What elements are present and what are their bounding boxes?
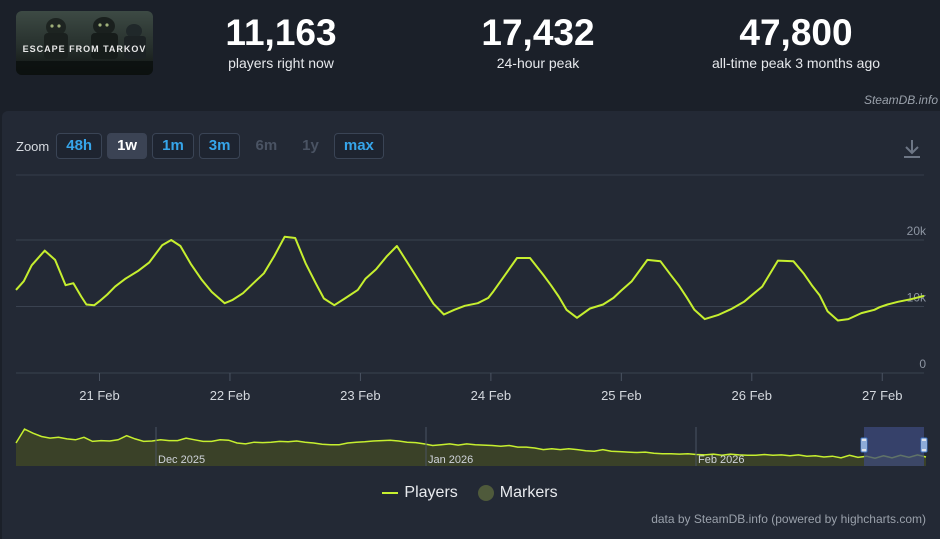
zoom-controls: Zoom 48h 1w 1m 3m 6m 1y max [16,132,389,160]
x-tick-label: 22 Feb [210,388,250,403]
zoom-48h-button[interactable]: 48h [56,133,103,159]
chart-legend: Players Markers [0,484,940,502]
navigator-area-fill [16,429,926,466]
download-icon [904,140,920,158]
zoom-1w-button[interactable]: 1w [107,133,148,159]
navigator-selection[interactable] [864,427,924,466]
game-logo-text: ESCAPE FROM TARKOV [22,44,147,54]
y-tick-label: 0 [919,357,926,371]
navigator-tick-label: Dec 2025 [158,454,205,466]
steamdb-credit[interactable]: SteamDB.info [863,93,938,107]
zoom-1m-button[interactable]: 1m [152,133,194,159]
stat-24h-value: 17,432 [481,12,595,53]
legend-players[interactable]: Players [382,484,458,502]
navigator-tick-label: Feb 2026 [698,454,744,466]
x-tick-label: 21 Feb [79,388,119,403]
download-button[interactable] [902,138,922,165]
stat-current-value: 11,163 [225,12,337,53]
game-logo-image [16,11,153,75]
legend-markers-swatch [477,485,494,501]
x-tick-label: 26 Feb [732,388,772,403]
navigator-tick-label: Jan 2026 [428,454,473,466]
legend-markers-label: Markers [499,484,558,501]
x-tick-label: 23 Feb [340,388,380,403]
game-logo[interactable]: ESCAPE FROM TARKOV [16,11,153,75]
y-tick-label: 20k [907,224,927,238]
zoom-1y-button: 1y [302,137,319,154]
navigator-handle-right[interactable] [920,437,928,453]
stat-24h-label: 24-hour peak [496,55,580,71]
players-series-line[interactable] [15,235,925,322]
x-tick-label: 25 Feb [601,388,641,403]
legend-players-swatch [382,492,399,494]
x-tick-label: 27 Feb [862,388,902,403]
stat-current-label: players right now [228,55,334,71]
stat-alltime-peak: 47,800 all-time peak 3 months ago [686,12,906,72]
navigator-series-line [15,428,927,459]
legend-markers[interactable]: Markers [477,484,558,502]
stat-alltime-label: all-time peak 3 months ago [711,55,881,71]
navigator-handle-left[interactable] [860,437,868,453]
chart-footer[interactable]: data by SteamDB.info (powered by highcha… [651,512,926,526]
zoom-3m-button[interactable]: 3m [198,133,241,159]
zoom-max-button[interactable]: max [333,133,384,159]
zoom-label: Zoom [16,138,50,154]
zoom-6m-button: 6m [255,137,278,154]
stat-current-players: 11,163 players right now [206,12,356,72]
stat-24h-peak: 17,432 24-hour peak [463,12,613,72]
legend-players-label: Players [404,484,458,501]
x-tick-label: 24 Feb [471,388,511,403]
stats-bar: ESCAPE FROM TARKOV 11,163 players right … [0,0,940,90]
chart-panel [2,111,940,539]
stat-alltime-value: 47,800 [739,12,853,53]
